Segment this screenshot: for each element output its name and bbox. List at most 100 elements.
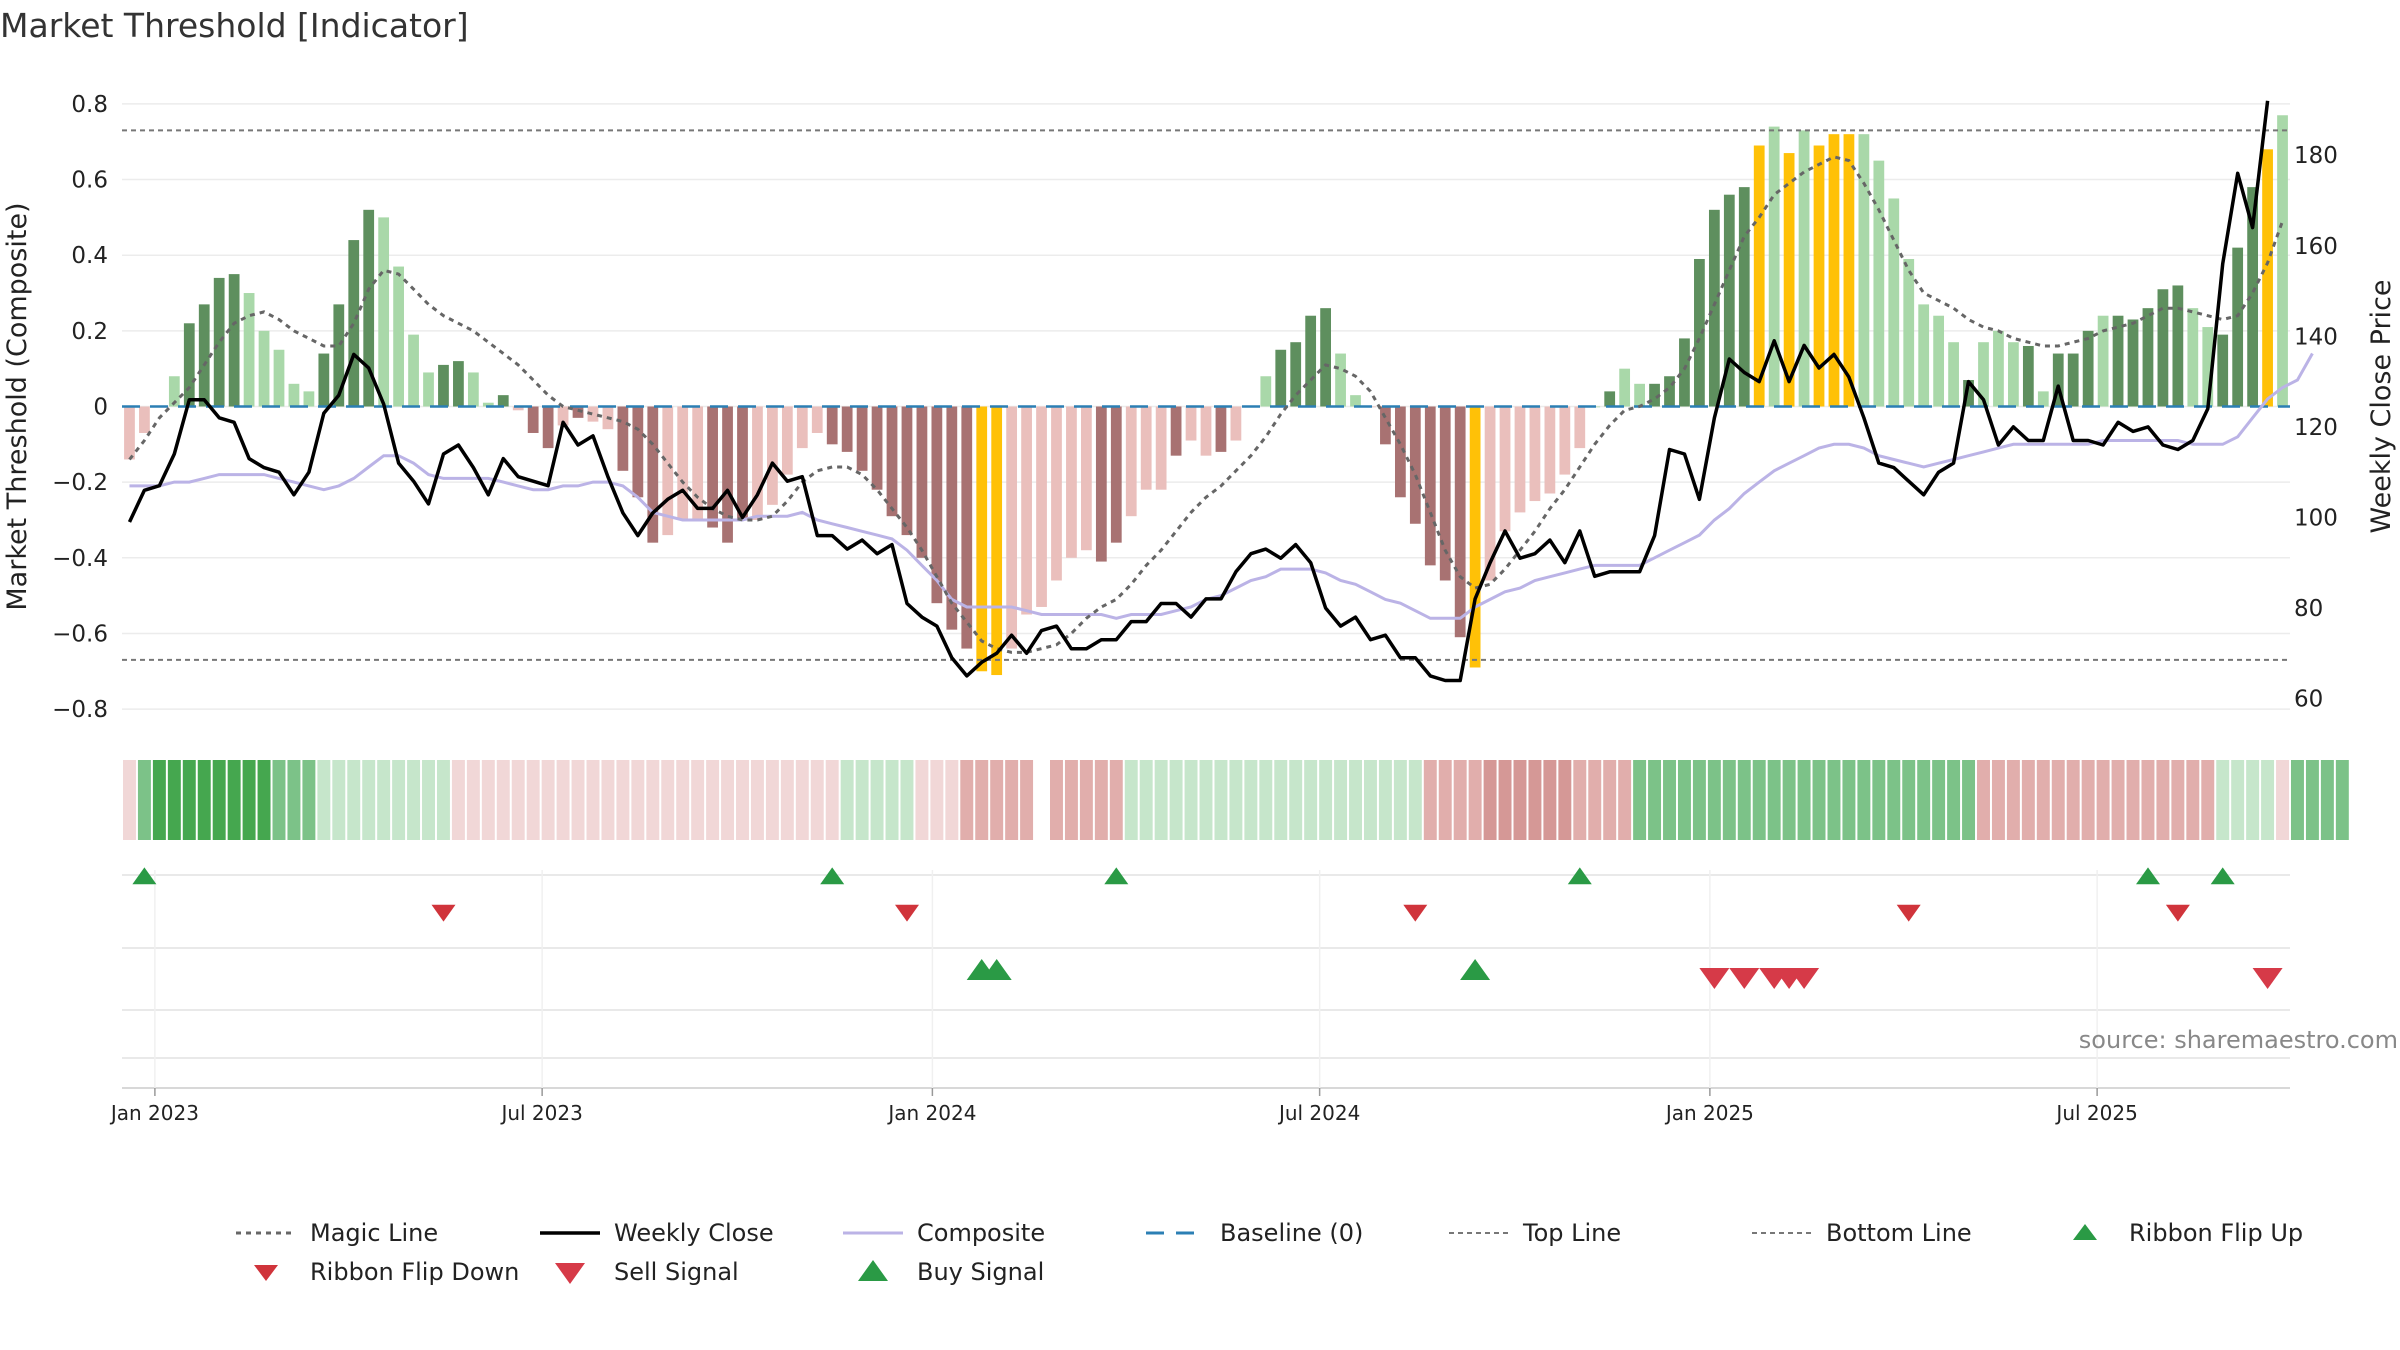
x-tick-label-0: Jan 2023 [109, 1101, 199, 1125]
bar-29 [557, 406, 569, 426]
ribbon-cell-94 [1528, 760, 1542, 840]
bar-80 [1320, 308, 1331, 407]
bar-50 [871, 406, 883, 490]
legend-swatch-flip-up [2073, 1224, 2097, 1240]
bar-82 [1350, 395, 1361, 407]
bar-140 [2217, 334, 2229, 407]
ribbon-cell-48 [840, 760, 854, 840]
ribbon-cell-71 [1184, 760, 1198, 840]
bar-124 [1978, 342, 1989, 407]
ribbon-cell-144 [2276, 760, 2289, 840]
ribbon-cell-129 [2051, 760, 2065, 840]
bar-10 [273, 349, 285, 407]
bar-49 [856, 406, 868, 471]
ribbon-cell-117 [1872, 760, 1886, 840]
ribbon-cell-64 [1079, 760, 1093, 840]
bar-51 [886, 406, 898, 517]
bar-81 [1335, 353, 1346, 407]
bar-88 [1439, 406, 1451, 581]
bar-134 [2127, 319, 2139, 407]
bar-3 [168, 376, 180, 407]
ribbon-flip-down-marker-0 [431, 904, 456, 922]
weekly-close-line [127, 100, 2270, 683]
bar-47 [826, 406, 838, 445]
y-tick-label-1: 0.6 [71, 168, 108, 194]
ribbon-cell-32 [601, 760, 615, 840]
ribbon-cell-137 [2171, 760, 2185, 840]
ribbon-cell-30 [571, 760, 585, 840]
ribbon-cell-128 [2036, 760, 2050, 840]
ribbon-cell-88 [1438, 760, 1452, 840]
ribbon-cell-10 [272, 760, 286, 840]
legend-item-sell: Sell Signal [555, 1258, 739, 1286]
ribbon-cell-43 [765, 760, 779, 840]
bar-86 [1409, 406, 1421, 524]
bar-85 [1394, 406, 1406, 498]
ribbon-strip [123, 760, 2349, 840]
bar-63 [1066, 406, 1077, 558]
ribbon-cell-103 [1663, 760, 1676, 840]
ribbon-cell-146 [2305, 760, 2319, 840]
sell-signal-marker-0 [1699, 968, 1730, 989]
ribbon-cell-59 [1005, 760, 1019, 840]
y-tick-label-6: −0.4 [52, 546, 108, 572]
ribbon-cell-45 [795, 760, 809, 840]
bar-14 [333, 304, 345, 407]
bar-28 [542, 406, 554, 449]
bar-64 [1081, 406, 1092, 551]
legend-item-baseline: Baseline (0) [1146, 1219, 1363, 1247]
ribbon-cell-102 [1648, 760, 1662, 840]
ribbon-cell-148 [2335, 760, 2349, 840]
ribbon-cell-81 [1334, 760, 1348, 840]
ribbon-cell-121 [1932, 760, 1946, 840]
ribbon-cell-116 [1857, 760, 1871, 840]
ribbon-cell-24 [481, 760, 495, 840]
legend-item-bottom: Bottom Line [1752, 1219, 1972, 1247]
ribbon-cell-120 [1917, 760, 1931, 840]
ribbon-cell-15 [347, 760, 361, 840]
ribbon-cell-92 [1498, 760, 1512, 840]
bar-107 [1723, 194, 1735, 407]
bar-93 [1514, 406, 1526, 513]
bar-89 [1454, 406, 1466, 638]
ribbon-cell-51 [885, 760, 899, 840]
bar-109 [1753, 145, 1765, 407]
ribbon-flip-up-marker-4 [2136, 867, 2160, 885]
ribbon-cell-52 [900, 760, 914, 840]
bar-66 [1110, 406, 1122, 543]
bar-54 [931, 406, 943, 604]
ribbon-cell-21 [436, 760, 450, 840]
bar-111 [1783, 153, 1795, 407]
ribbon-cell-95 [1543, 760, 1557, 840]
bar-17 [378, 217, 390, 407]
ribbon-cell-108 [1737, 760, 1751, 840]
bar-44 [781, 406, 793, 475]
bar-103 [1664, 376, 1675, 407]
source-label: source: sharemaestro.com [2079, 1026, 2398, 1054]
bar-110 [1768, 126, 1780, 407]
bar-53 [916, 406, 928, 558]
bar-35 [647, 406, 659, 543]
bar-7 [228, 274, 240, 407]
bar-70 [1170, 406, 1182, 456]
ribbon-cell-33 [616, 760, 630, 840]
ribbon-cell-28 [541, 760, 555, 840]
legend-label-sell: Sell Signal [614, 1258, 739, 1286]
x-tick-label-2: Jan 2024 [886, 1101, 976, 1125]
ribbon-cell-55 [945, 760, 959, 840]
bar-132 [2097, 315, 2109, 407]
bar-39 [707, 406, 718, 528]
legend-item-buy: Buy Signal [858, 1258, 1044, 1286]
legend-swatch-buy [858, 1260, 888, 1281]
bar-48 [841, 406, 853, 452]
y-tick-label-8: −0.8 [52, 697, 108, 723]
ribbon-cell-0 [123, 760, 136, 840]
bar-113 [1813, 145, 1825, 407]
y-tick-label-5: −0.2 [52, 470, 108, 496]
bar-22 [453, 361, 464, 407]
buy-signal-marker-2 [1460, 959, 1491, 980]
ribbon-flip-up-marker-3 [1567, 867, 1592, 885]
ribbon-cell-79 [1304, 760, 1318, 840]
bar-13 [318, 353, 330, 407]
bar-46 [811, 406, 823, 433]
